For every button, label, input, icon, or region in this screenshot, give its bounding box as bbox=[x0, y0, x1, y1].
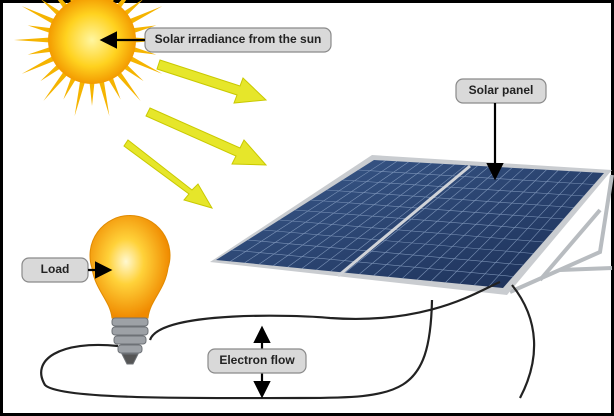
panel-label: Solar panel bbox=[469, 83, 534, 97]
flow-label: Electron flow bbox=[219, 353, 295, 367]
sun bbox=[48, 0, 136, 84]
page: Solar irradiance from the sun Solar pane… bbox=[0, 0, 614, 416]
diagram: Solar irradiance from the sun Solar pane… bbox=[0, 0, 614, 416]
sun-label: Solar irradiance from the sun bbox=[155, 32, 322, 46]
load-label: Load bbox=[41, 262, 70, 276]
